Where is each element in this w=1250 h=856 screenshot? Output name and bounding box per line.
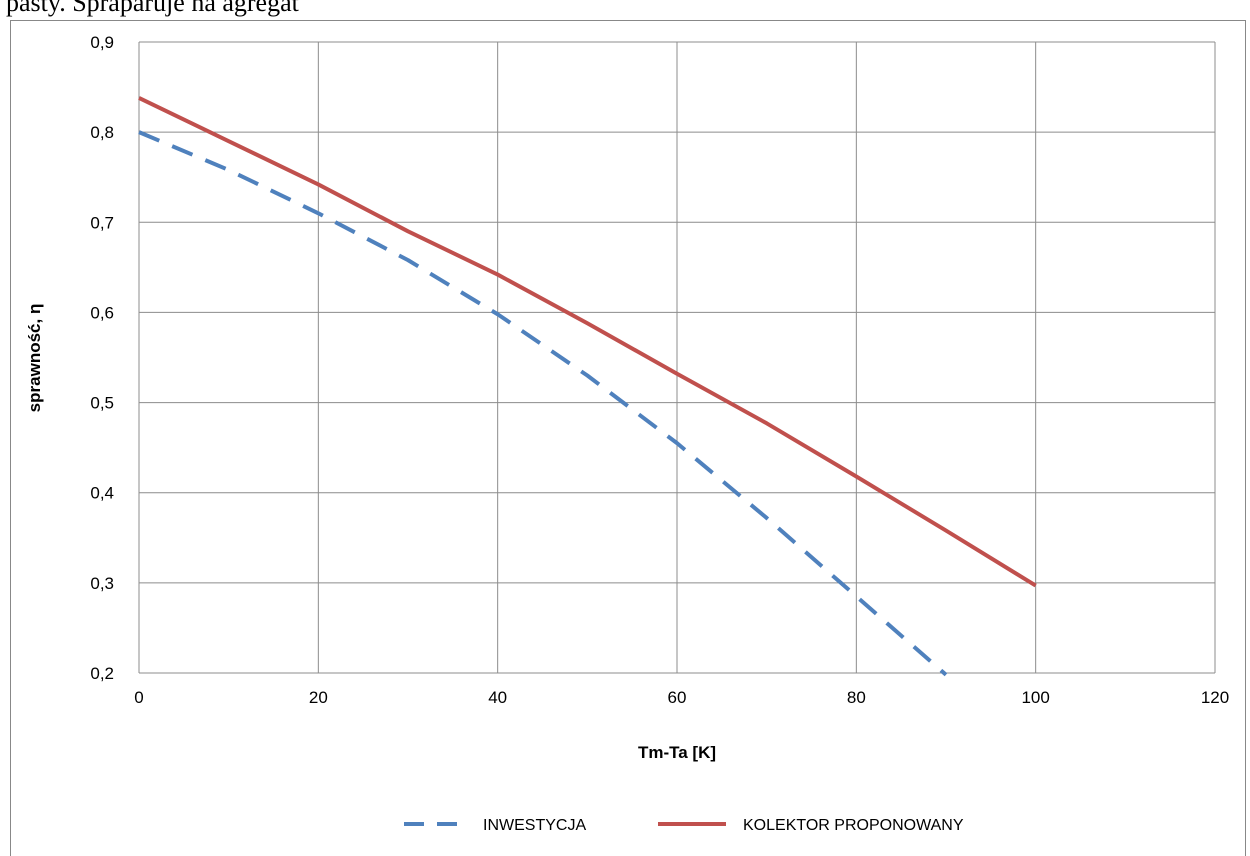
x-axis-title: Tm-Ta [K] (638, 743, 716, 762)
page-header-fragment: pasty. Spraparuje na agregat (0, 0, 1250, 22)
y-tick-label: 0,6 (90, 303, 114, 322)
grid-lines (138, 41, 1216, 674)
y-tick-labels: 0,2 0,3 0,4 0,5 0,6 0,7 0,8 0,9 (90, 33, 114, 683)
x-tick-label: 80 (847, 688, 866, 707)
series-lines (138, 96, 1037, 677)
y-tick-label: 0,8 (90, 123, 114, 142)
y-axis-title: sprawność, η (25, 304, 44, 413)
y-tick-label: 0,2 (90, 664, 114, 683)
x-tick-labels: 0 20 40 60 80 100 120 (134, 688, 1229, 707)
legend-label-kolektor: KOLEKTOR PROPONOWANY (743, 817, 964, 834)
x-tick-label: 60 (668, 688, 687, 707)
y-tick-label: 0,5 (90, 394, 114, 413)
chart-frame (10, 20, 1246, 856)
y-tick-label: 0,9 (90, 33, 114, 52)
x-tick-label: 0 (134, 688, 143, 707)
x-tick-label: 20 (309, 688, 328, 707)
x-tick-label: 100 (1021, 688, 1049, 707)
header-text: pasty. Spraparuje na agregat (6, 0, 299, 17)
x-tick-label: 40 (488, 688, 507, 707)
series-line-0 (138, 130, 948, 677)
x-tick-label: 120 (1201, 688, 1229, 707)
series-line-1 (138, 96, 1037, 588)
legend-label-inwestycja: INWESTYCJA (483, 817, 586, 834)
legend: INWESTYCJA KOLEKTOR PROPONOWANY (404, 817, 964, 834)
y-tick-label: 0,3 (90, 574, 114, 593)
y-tick-label: 0,7 (90, 213, 114, 232)
y-tick-label: 0,4 (90, 484, 114, 503)
